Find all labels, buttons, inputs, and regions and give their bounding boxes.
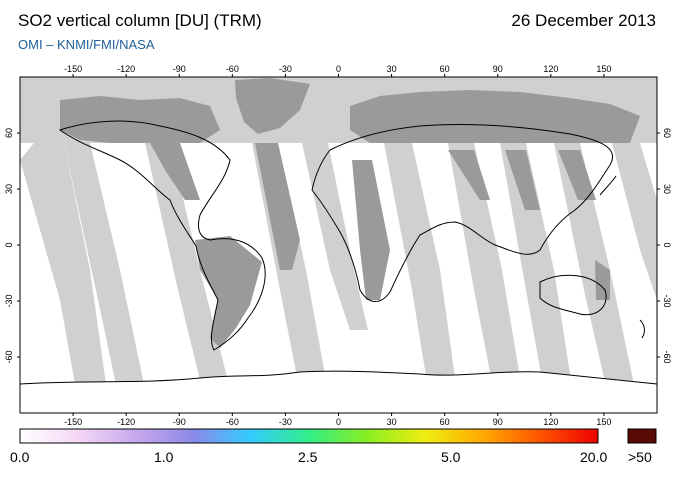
orbit-gap-swath: [20, 143, 110, 413]
orbit-gap-swaths: [20, 143, 657, 413]
land-no-data-patch: [255, 143, 300, 270]
polar-land: [60, 78, 640, 143]
orbit-gap-swath: [384, 143, 460, 413]
land-no-data: [150, 143, 610, 348]
data-credit: OMI – KNMI/FMI/NASA: [18, 37, 155, 52]
lon-tick-label-bottom: -60: [226, 417, 239, 427]
lon-tick-label-top: 90: [493, 64, 503, 74]
colorbar-overflow-swatch: [627, 428, 657, 444]
lat-tick-label-left: -60: [4, 350, 14, 363]
greenland: [235, 78, 310, 134]
lat-tick-label-left: -30: [4, 294, 14, 307]
land-no-data-patch: [448, 150, 490, 200]
lon-tick-label-bottom: 90: [493, 417, 503, 427]
lat-tick-label-left: 30: [4, 184, 14, 194]
land-no-data-patch: [595, 260, 610, 300]
latitude-ticks-right: 60 30 0 -30 -60: [657, 128, 672, 364]
lon-tick-label-bottom: 30: [387, 417, 397, 427]
land-no-data-patch: [195, 236, 262, 348]
lat-tick-label-right: -60: [662, 350, 672, 363]
lon-tick-label-top: 150: [596, 64, 611, 74]
lon-tick-label-top: 120: [543, 64, 558, 74]
north-america-arctic: [60, 96, 220, 143]
lon-tick-label-bottom: -30: [279, 417, 292, 427]
colorbar-label: 2.5: [298, 449, 318, 465]
lat-tick-label-right: -30: [662, 294, 672, 307]
lon-tick-label-bottom: -90: [173, 417, 186, 427]
coastlines: [58, 120, 645, 351]
lon-tick-label-bottom: 150: [596, 417, 611, 427]
colorbar-label: 1.0: [154, 449, 174, 465]
lon-tick-label-top: -60: [226, 64, 239, 74]
lat-tick-label-right: 60: [662, 128, 672, 138]
longitude-ticks-top: -150 -120 -90 -60 -30 0 30 60 90 120 150: [64, 64, 611, 77]
eurasia-africa-coastline: [311, 123, 613, 302]
eurasia-arctic: [350, 90, 640, 143]
lon-tick-label-top: 60: [440, 64, 450, 74]
antarctica: [20, 370, 657, 413]
orbit-gap-swath: [145, 143, 236, 413]
latitude-ticks-left: 60 30 0 -30 -60: [4, 128, 20, 364]
orbit-gap-swath: [612, 143, 657, 300]
land-no-data-patch: [150, 143, 200, 200]
new-zealand-coastline: [639, 319, 645, 339]
lon-tick-label-bottom: 60: [440, 417, 450, 427]
lon-tick-label-top: -90: [173, 64, 186, 74]
lat-tick-label-right: 30: [662, 184, 672, 194]
longitude-ticks-bottom: -150 -120 -90 -60 -30 0 30 60 90 120 150: [64, 413, 611, 427]
lon-tick-label-bottom: 0: [336, 417, 341, 427]
colorbar-label: 20.0: [580, 449, 608, 465]
colorbar-overflow-label: >50: [628, 449, 652, 465]
australia-coastline: [539, 274, 607, 316]
americas-coastline: [58, 120, 266, 351]
orbit-gap-swath: [64, 143, 150, 413]
lon-tick-label-bottom: 120: [543, 417, 558, 427]
orbit-gap-swath: [302, 143, 368, 330]
land-no-data-patch: [558, 150, 596, 200]
lon-tick-label-top: -30: [279, 64, 292, 74]
land-no-data-patch: [505, 150, 540, 210]
lon-tick-label-top: -120: [117, 64, 135, 74]
colorbar-label: 0.0: [10, 449, 30, 465]
orbit-gap-swath: [448, 143, 526, 413]
lat-tick-label-right: 0: [662, 242, 672, 247]
map-title: SO2 vertical column [DU] (TRM): [18, 11, 262, 30]
map-area: [20, 77, 657, 413]
japan-coastline: [599, 175, 617, 196]
land-no-data-patch: [352, 160, 390, 300]
lat-tick-label-left: 60: [4, 128, 14, 138]
lon-tick-label-top: 0: [336, 64, 341, 74]
lon-tick-label-top: -150: [64, 64, 82, 74]
colorbar: [19, 428, 599, 444]
lat-tick-label-left: 0: [4, 242, 14, 247]
lon-tick-label-top: 30: [387, 64, 397, 74]
lon-tick-label-bottom: -120: [117, 417, 135, 427]
colorbar-label: 5.0: [441, 449, 461, 465]
lon-tick-label-bottom: -150: [64, 417, 82, 427]
orbit-gap-swath: [500, 143, 576, 413]
map-date: 26 December 2013: [511, 11, 656, 30]
